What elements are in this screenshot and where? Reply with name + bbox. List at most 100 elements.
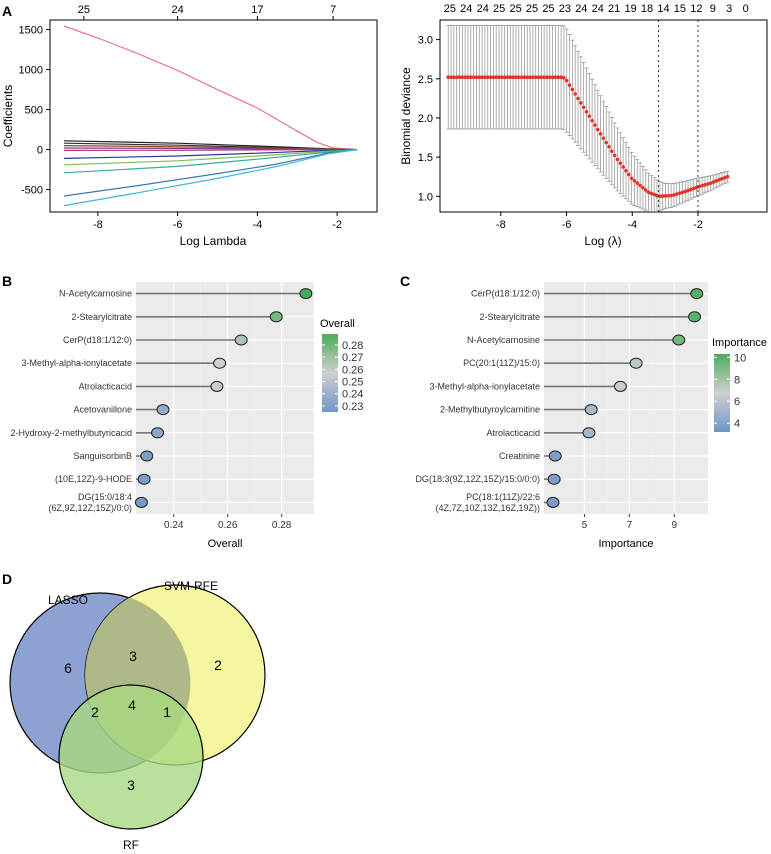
x-tick-label: -6: [562, 219, 572, 231]
legend-title: Overall: [320, 318, 355, 330]
cv-point: [480, 75, 484, 80]
x-tick-label: 0.26: [218, 520, 238, 531]
cv-point: [508, 75, 513, 80]
top-tick-label: 17: [251, 4, 263, 16]
cv-point: [686, 188, 690, 193]
cv-point: [632, 179, 637, 183]
cv-point: [559, 75, 563, 80]
legend-tick-label: 4: [734, 418, 740, 430]
cv-point: [452, 75, 456, 80]
cv-point: [674, 192, 679, 196]
cv-point: [468, 75, 473, 80]
cv-point: [471, 75, 476, 80]
y-tick-label: 2.5: [418, 74, 433, 86]
cv-point: [477, 75, 482, 80]
category-label: DG(18:3(9Z,12Z,15Z)/15:0/0:0): [415, 474, 540, 484]
lollipop-point: [690, 288, 704, 300]
category-label: 2-Stearylcitrate: [479, 312, 540, 322]
y-tick-label: 2.0: [418, 113, 433, 125]
x-axis-label: Log (λ): [584, 234, 621, 248]
top-tick-label: 24: [460, 3, 472, 15]
cv-point: [539, 75, 544, 80]
cv-point: [488, 75, 493, 80]
top-tick-label: 25: [509, 3, 521, 15]
count-svm-rf: 1: [163, 704, 171, 720]
cv-point: [703, 183, 707, 187]
y-tick-label: 0: [37, 145, 43, 157]
cv-point: [663, 194, 668, 198]
category-label: 3-Methyl-alpha-ionylacetate: [429, 381, 540, 391]
top-tick-label: 3: [726, 3, 732, 15]
cv-point: [511, 75, 515, 80]
y-tick-label: 1.5: [418, 152, 433, 164]
category-label: Acetovanillone: [73, 405, 132, 415]
y-tick-label: 1000: [19, 65, 43, 77]
legend-tick-label: 0.23: [342, 401, 363, 413]
top-tick-label: 24: [171, 4, 183, 16]
top-tick-label: 19: [624, 3, 636, 15]
cv-point: [706, 182, 710, 186]
cv-point: [689, 187, 693, 192]
top-tick-label: 18: [641, 3, 653, 15]
x-tick-label: -4: [627, 219, 637, 231]
cv-point: [519, 75, 524, 80]
lollipop-point: [134, 496, 148, 508]
cv-point: [700, 183, 704, 188]
coef-path-cyan: [63, 149, 358, 207]
cv-point: [547, 75, 552, 80]
cv-point: [708, 181, 713, 185]
cv-point: [502, 75, 507, 80]
cv-point: [531, 75, 535, 80]
y-tick-label: 500: [25, 105, 43, 117]
cv-point: [533, 75, 538, 80]
cv-point: [624, 168, 628, 173]
cv-point: [615, 157, 620, 162]
panel-label-b: B: [2, 273, 12, 289]
legend-colorbar: [714, 354, 730, 432]
y-axis-label: Binomial deviance: [399, 67, 413, 165]
cv-point: [725, 174, 730, 179]
panel-label-a: A: [2, 3, 12, 19]
cv-point: [722, 175, 727, 180]
x-tick-label: -4: [252, 219, 262, 231]
cv-point: [691, 186, 696, 191]
coef-path-teal: [63, 149, 358, 174]
cv-point: [635, 181, 640, 185]
top-tick-label: 25: [526, 3, 538, 15]
count-lasso-only: 6: [64, 660, 72, 676]
category-label: CerP(d18:1/12:0): [471, 289, 540, 299]
cv-point: [528, 75, 532, 80]
legend-tick-label: 10: [734, 352, 746, 364]
set-label-rf: RF: [123, 838, 139, 852]
lasso-cv-plot: -8 -6 -4 -2 1.0 1.5 2.0 2.5 3.0 25 24 24 25 25 25 25 2…: [399, 3, 768, 248]
category-label: (4Z,7Z,10Z,13Z,16Z,19Z)): [435, 503, 540, 513]
lollipop-point: [546, 496, 560, 508]
cv-point: [573, 92, 577, 96]
cv-point: [581, 105, 586, 110]
x-axis-label: Overall: [208, 538, 243, 550]
cv-point: [720, 176, 724, 181]
cv-point: [627, 172, 631, 177]
legend-tick-label: 0.25: [342, 377, 363, 389]
lollipop-point: [140, 450, 154, 462]
cv-point: [590, 118, 594, 123]
cv-point: [643, 188, 648, 192]
cv-point: [638, 183, 642, 188]
rf-lollipop-plot: CerP(d18:1/12:0) 2-Stearylcitrate N-Acetyl…: [415, 282, 767, 550]
x-axis-label: Importance: [598, 538, 653, 550]
cv-point: [494, 75, 498, 80]
y-tick-label: 3.0: [418, 35, 433, 47]
plot-background: [136, 282, 314, 514]
top-tick-label: 7: [330, 4, 336, 16]
y-tick-label: -500: [21, 185, 43, 197]
svm-rfe-lollipop-plot: N-Acetylcarnosine 2-Stearylcitrate CerP(d1…: [10, 282, 363, 550]
category-label: Creatinine: [499, 451, 540, 461]
cv-point: [505, 75, 510, 80]
top-tick-label: 9: [710, 3, 716, 15]
category-label: 2-Stearylcitrate: [71, 312, 132, 322]
cv-point: [483, 75, 487, 80]
cv-point: [454, 75, 459, 80]
lollipop-point: [213, 357, 227, 369]
cv-point: [567, 83, 572, 87]
